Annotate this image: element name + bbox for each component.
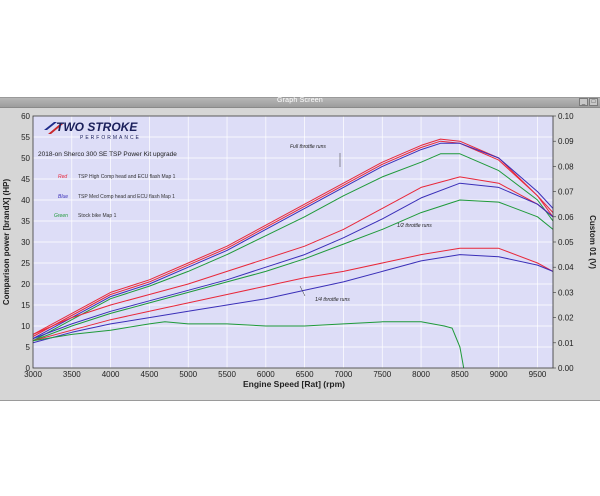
y-tick-label: 25 xyxy=(21,259,30,268)
x-tick-label: 5500 xyxy=(218,370,236,379)
series-line-red xyxy=(33,247,553,342)
y-tick-label: 50 xyxy=(21,154,30,163)
window-title: Graph Screen xyxy=(277,97,323,104)
maximize-button[interactable]: □ xyxy=(589,98,598,106)
y-tick-label: 5 xyxy=(26,343,31,352)
x-tick-label: 7000 xyxy=(335,370,353,379)
logo-stripe-icon xyxy=(48,124,63,134)
y2-tick-label: 0.08 xyxy=(558,162,574,171)
annotation-quarter-throttle: 1/4 throttle runs xyxy=(315,297,350,303)
two-stroke-logo: TWO STROKE PERFORMANCE xyxy=(44,120,141,141)
y2-axis-label: Custom 01 (V) xyxy=(588,215,597,269)
y-tick-label: 60 xyxy=(21,112,30,121)
x-axis-ticks: 3000 3500 4000 4500 5000 5500 6000 6500 7000 7500… xyxy=(24,370,547,379)
legend-key-green: Green xyxy=(54,213,68,219)
y2-tick-label: 0.02 xyxy=(558,314,574,323)
x-tick-label: 5000 xyxy=(179,370,197,379)
x-tick-label: 9000 xyxy=(490,370,508,379)
legend: Red TSP High Comp head and ECU flash Map… xyxy=(54,174,176,219)
legend-label-green: Stock bike Map 1 xyxy=(78,213,117,219)
annotation-quarter-pointer xyxy=(299,285,306,297)
y-axis-ticks: 0 5 10 15 20 25 30 35 40 45 50 55 60 xyxy=(21,112,30,373)
y2-tick-label: 0.05 xyxy=(558,238,574,247)
window-titlebar: Graph Screen _ □ xyxy=(0,97,600,108)
x-tick-label: 8000 xyxy=(412,370,430,379)
x-tick-label: 8500 xyxy=(451,370,469,379)
minimize-button[interactable]: _ xyxy=(579,98,588,106)
x-tick-label: 4000 xyxy=(102,370,120,379)
series-line-blue xyxy=(33,182,553,340)
y-axis-label: Comparison power [brandX] (HP) xyxy=(2,179,11,306)
y-tick-label: 10 xyxy=(21,322,30,331)
y2-tick-label: 0.01 xyxy=(558,339,574,348)
y2-tick-label: 0.07 xyxy=(558,188,574,197)
legend-key-blue: Blue xyxy=(58,194,68,200)
annotation-half-throttle: 1/2 throttle runs xyxy=(397,223,432,229)
y-tick-label: 0 xyxy=(26,364,31,373)
y2-tick-label: 0.10 xyxy=(558,112,574,121)
series-line-red xyxy=(33,176,553,335)
series-lines xyxy=(33,138,553,368)
series-line-green xyxy=(33,321,465,368)
y-tick-label: 15 xyxy=(21,301,30,310)
plot-frame xyxy=(32,115,554,369)
annotations: Full throttle runs 1/2 throttle runs 1/4… xyxy=(290,144,432,303)
legend-label-red: TSP High Comp head and ECU flash Map 1 xyxy=(78,174,176,180)
y-tick-label: 35 xyxy=(21,217,30,226)
y2-tick-label: 0.09 xyxy=(558,137,574,146)
x-tick-label: 9500 xyxy=(529,370,547,379)
y2-tick-label: 0.06 xyxy=(558,213,574,222)
legend-label-blue: TSP Med Comp head and ECU flash Map 1 xyxy=(78,194,175,200)
annotation-full-throttle: Full throttle runs xyxy=(290,144,326,150)
logo-sub: PERFORMANCE xyxy=(80,135,141,141)
y-tick-label: 20 xyxy=(21,280,30,289)
x-axis-label: Engine Speed [Rat] (rpm) xyxy=(243,379,345,389)
x-tick-label: 3000 xyxy=(24,370,42,379)
series-line-blue xyxy=(33,142,553,340)
legend-key-red: Red xyxy=(58,174,67,180)
y-tick-label: 45 xyxy=(21,175,30,184)
x-tick-label: 6000 xyxy=(257,370,275,379)
x-tick-label: 4500 xyxy=(141,370,159,379)
logo-swoosh-icon xyxy=(44,122,57,130)
series-line-green xyxy=(33,199,553,342)
series-line-red xyxy=(33,138,553,335)
series-line-red xyxy=(33,140,553,337)
series-line-green xyxy=(33,153,553,342)
logo-brand: TWO STROKE xyxy=(56,120,138,134)
y2-axis-ticks: 0.00 0.01 0.02 0.03 0.04 0.05 0.06 0.07 0.08 0.09… xyxy=(553,112,574,373)
y-tick-label: 40 xyxy=(21,196,30,205)
y-tick-label: 55 xyxy=(21,133,30,142)
x-tick-label: 6500 xyxy=(296,370,314,379)
y2-tick-label: 0.03 xyxy=(558,288,574,297)
chart-title: 2018-on Sherco 300 SE TSP Power Kit upgr… xyxy=(38,151,177,158)
graph-window: Graph Screen _ □ 0 5 10 15 20 25 30 35 40 45 50 55 6… xyxy=(0,97,600,401)
x-tick-label: 3500 xyxy=(63,370,81,379)
y-tick-label: 30 xyxy=(21,238,30,247)
x-tick-label: 7500 xyxy=(373,370,391,379)
series-line-blue xyxy=(33,254,553,344)
y2-tick-label: 0.04 xyxy=(558,263,574,272)
y2-tick-label: 0.00 xyxy=(558,364,574,373)
